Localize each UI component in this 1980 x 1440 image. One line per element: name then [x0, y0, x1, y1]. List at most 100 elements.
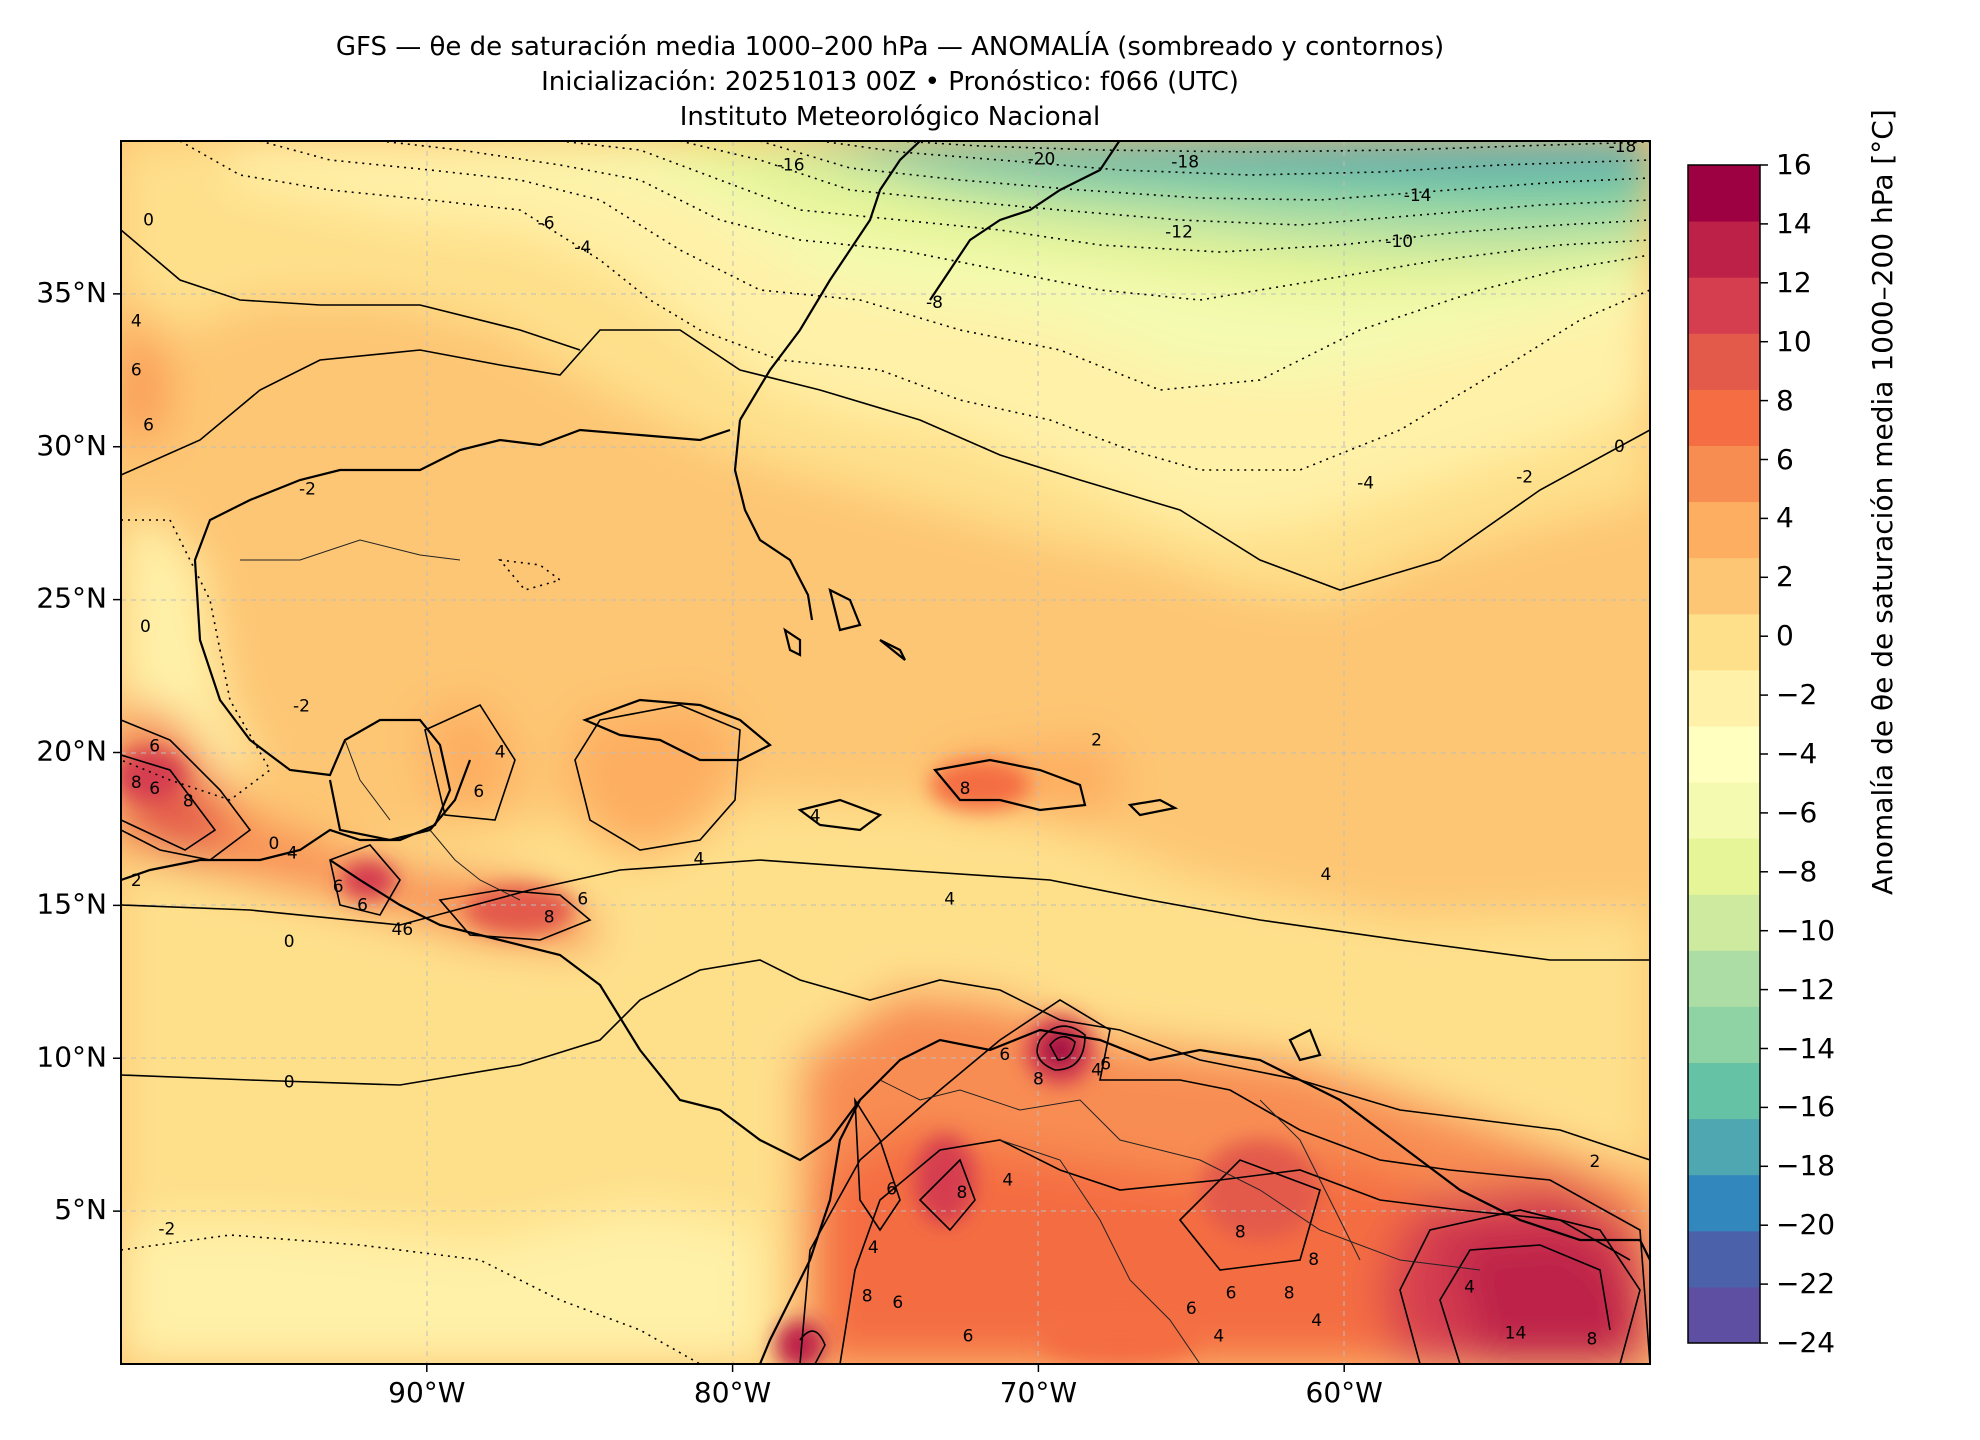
contour-label: 6 [1186, 1299, 1197, 1319]
contour-label: 8 [1586, 1330, 1597, 1350]
grid-lines [121, 141, 1650, 1364]
contour-label: 4 [1091, 1060, 1102, 1080]
borders [240, 539, 1481, 1364]
colorbar-tick-label: −12 [1776, 972, 1836, 1006]
contour-label: -20 [1028, 149, 1056, 169]
contour-label: -2 [293, 697, 310, 717]
contour-label: 6 [143, 415, 154, 435]
contour-label: 8 [1033, 1070, 1044, 1090]
contour-label: 6 [149, 736, 160, 756]
contour-label: 4 [1311, 1311, 1322, 1331]
colorbar-swatch [1688, 894, 1760, 951]
contour-label: 8 [131, 773, 142, 793]
colorbar-swatch [1688, 725, 1760, 783]
colorbar-tick-label: 2 [1776, 560, 1794, 594]
colorbar-swatch [1688, 333, 1760, 390]
contour-label: 6 [149, 779, 160, 799]
colorbar-tick-label: −16 [1776, 1090, 1836, 1124]
colorbar-swatch [1688, 838, 1760, 895]
contour-label: -8 [926, 293, 943, 313]
colorbar-tick-label: 6 [1776, 442, 1794, 476]
contour-label: 2 [1091, 730, 1102, 750]
title-line-3: Instituto Meteorológico Nacional [679, 102, 1101, 132]
lat-tick-label: 15°N [36, 887, 107, 920]
contour-label: 6 [333, 877, 344, 897]
title-line-1: GFS — θe de saturación media 1000–200 hP… [335, 32, 1445, 62]
contour-label: 4 [495, 743, 506, 763]
contour-label: -4 [574, 238, 591, 258]
contour-label: 0 [268, 834, 279, 854]
contour-label: -18 [1609, 137, 1637, 157]
colorbar [1687, 164, 1768, 1344]
contour-label: 4 [868, 1238, 879, 1258]
colorbar-swatch [1688, 557, 1760, 615]
anomaly-contours [121, 229, 1650, 1364]
colorbar-tick-label: 16 [1776, 148, 1812, 181]
colorbar-swatch [1688, 277, 1760, 334]
contour-label: 6 [1100, 1054, 1111, 1074]
contour-label: 8 [1284, 1284, 1295, 1304]
lat-tick-label: 30°N [36, 429, 107, 462]
colorbar-tick-label: −4 [1776, 737, 1818, 770]
contour-label: -2 [158, 1219, 175, 1239]
contour-label: 2 [131, 871, 142, 891]
lon-tick-label: 80°W [694, 1376, 771, 1409]
colorbar-swatch [1688, 613, 1760, 671]
colorbar-swatch [1688, 1286, 1760, 1344]
contour-label: 0 [1614, 437, 1625, 457]
colorbar-tick-label: −18 [1776, 1149, 1836, 1183]
colorbar-swatch [1688, 950, 1760, 1007]
contour-label: 8 [960, 779, 971, 799]
colorbar-swatch [1688, 221, 1760, 278]
colorbar-tick-label: −8 [1776, 854, 1818, 888]
contour-label: 2 [1590, 1152, 1601, 1172]
contour-label: 4 [1464, 1278, 1475, 1298]
contour-label: -16 [777, 155, 805, 175]
contour-label: 0 [140, 617, 151, 637]
contour-label: 14 [1505, 1323, 1527, 1343]
colorbar-swatch [1688, 389, 1760, 446]
contour-label: -14 [1404, 186, 1432, 206]
lat-tick-label: 35°N [36, 276, 107, 309]
lon-tick-label: 90°W [388, 1376, 465, 1409]
contour-label: -10 [1385, 232, 1413, 252]
colorbar-tick-label: −22 [1776, 1267, 1836, 1301]
contour-label: 6 [892, 1293, 903, 1313]
axis-ticks: 35°N 30°N 25°N 20°N 15°N 10°N 5°N 90°W 80°W 70°W 6… [36, 276, 1382, 1409]
contour-label: 6 [886, 1180, 897, 1200]
contour-label: -18 [1171, 152, 1199, 172]
contour-label: 4 [287, 843, 298, 863]
colorbar-swatch [1688, 1174, 1760, 1232]
map-panel: -16 -20 -18-18-14-12 -10-8-6-4-4 -200466-2-2… [121, 137, 1650, 1364]
contour-label: 4 [1320, 865, 1331, 885]
contour-label: -12 [1165, 223, 1193, 243]
colorbar-swatch [1688, 1062, 1760, 1120]
contour-label: 6 [1226, 1284, 1237, 1304]
contour-label: 8 [1308, 1250, 1319, 1270]
colorbar-tick-label: 10 [1776, 324, 1812, 358]
title-line-2: Inicialización: 20251013 00Z • Pronóstic… [541, 67, 1239, 97]
coastlines [121, 141, 1650, 1364]
contour-label: 6 [963, 1326, 974, 1346]
contour-label: 6 [577, 889, 588, 909]
lat-tick-label: 5°N [54, 1193, 107, 1226]
contour-labels: -16 -20 -18-18-14-12 -10-8-6-4-4 -200466-2-2… [131, 137, 1637, 1350]
contour-label: 4 [131, 311, 142, 331]
anomaly-shading [121, 141, 1650, 1364]
contour-label: -4 [1357, 473, 1374, 493]
colorbar-swatch [1688, 782, 1760, 839]
contour-label: 4 [694, 850, 705, 870]
colorbar-title: Anomalía de θe de saturación media 1000–… [1866, 109, 1899, 895]
colorbar-tick-label: 12 [1776, 265, 1812, 299]
contour-label: 0 [284, 1073, 295, 1093]
contour-label: 8 [183, 791, 194, 811]
colorbar-swatch [1688, 501, 1760, 559]
colorbar-tick-label: −20 [1776, 1208, 1836, 1242]
contour-label: 6 [473, 782, 484, 802]
lon-tick-label: 70°W [1000, 1376, 1077, 1409]
colorbar-tick-label: 0 [1776, 619, 1794, 653]
colorbar-swatch [1688, 165, 1760, 222]
contour-label: -2 [299, 480, 316, 500]
colorbar-tick-label: −2 [1776, 678, 1818, 712]
